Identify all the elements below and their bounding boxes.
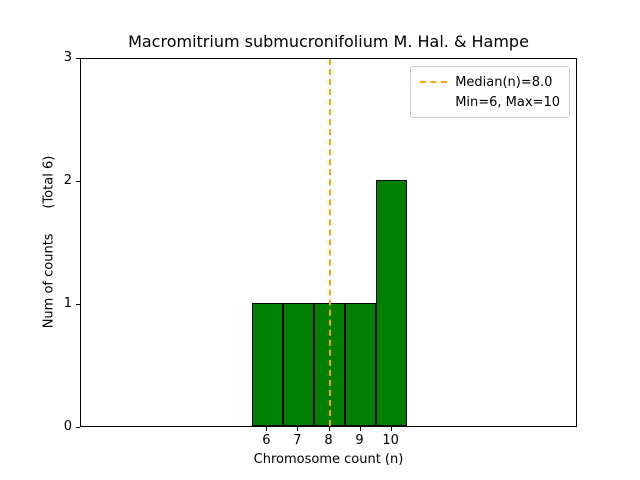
median-dashed-line-icon (420, 81, 448, 83)
legend-entry-minmax: Min=6, Max=10 (420, 92, 560, 112)
x-tick-label: 9 (355, 433, 364, 448)
histogram-bar (282, 303, 314, 426)
x-tick-mark (328, 427, 330, 431)
y-tick-mark (76, 181, 80, 182)
x-tick-mark (297, 427, 299, 431)
histogram-bar (376, 180, 408, 426)
x-axis-label: Chromosome count (n) (253, 452, 404, 467)
x-tick-mark (266, 427, 268, 431)
legend-label: Min=6, Max=10 (455, 94, 560, 110)
plot-area: Median(n)=8.0 Min=6, Max=10 (80, 58, 577, 427)
x-tick-label: 10 (382, 433, 399, 448)
y-tick-label: 2 (63, 173, 72, 188)
y-tick-label: 1 (63, 296, 72, 311)
y-tick-label: 0 (63, 419, 72, 434)
y-tick-label: 3 (63, 50, 72, 65)
y-tick-mark (76, 304, 80, 305)
legend-entry-median: Median(n)=8.0 (420, 72, 560, 92)
median-line (328, 59, 331, 426)
y-tick-mark (76, 58, 80, 59)
x-tick-label: 6 (262, 433, 271, 448)
legend-label: Median(n)=8.0 (455, 74, 553, 90)
x-tick-label: 7 (293, 433, 302, 448)
x-tick-label: 8 (324, 433, 333, 448)
y-tick-mark (76, 427, 80, 428)
chart-title: Macromitrium submucronifolium M. Hal. & … (128, 32, 529, 51)
histogram-bar (251, 303, 283, 426)
histogram-bar (345, 303, 377, 426)
legend-box: Median(n)=8.0 Min=6, Max=10 (410, 66, 570, 118)
x-tick-mark (390, 427, 392, 431)
x-tick-mark (359, 427, 361, 431)
